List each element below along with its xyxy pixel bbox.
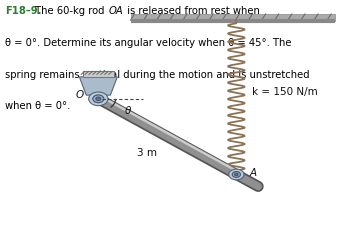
Text: k = 150 N/m: k = 150 N/m — [252, 87, 318, 97]
Text: The 60-kg rod: The 60-kg rod — [32, 6, 107, 16]
Circle shape — [232, 172, 240, 177]
Circle shape — [93, 95, 104, 103]
Text: O: O — [75, 90, 83, 100]
Text: θ: θ — [125, 106, 131, 115]
Circle shape — [89, 92, 108, 106]
Bar — [131, 14, 335, 21]
Text: A: A — [249, 168, 257, 178]
Bar — [83, 71, 114, 77]
Text: F18–9.: F18–9. — [5, 6, 42, 16]
Text: is released from rest when: is released from rest when — [124, 6, 259, 16]
Text: OA: OA — [109, 6, 124, 16]
Text: 3 m: 3 m — [137, 148, 157, 157]
Text: spring remains vertical during the motion and is unstretched: spring remains vertical during the motio… — [5, 70, 310, 80]
Text: θ = 0°. Determine its angular velocity when θ = 45°. The: θ = 0°. Determine its angular velocity w… — [5, 38, 292, 48]
Polygon shape — [79, 77, 117, 95]
Circle shape — [96, 97, 101, 101]
Text: when θ = 0°.: when θ = 0°. — [5, 101, 70, 111]
Circle shape — [229, 169, 244, 180]
Circle shape — [235, 173, 238, 176]
